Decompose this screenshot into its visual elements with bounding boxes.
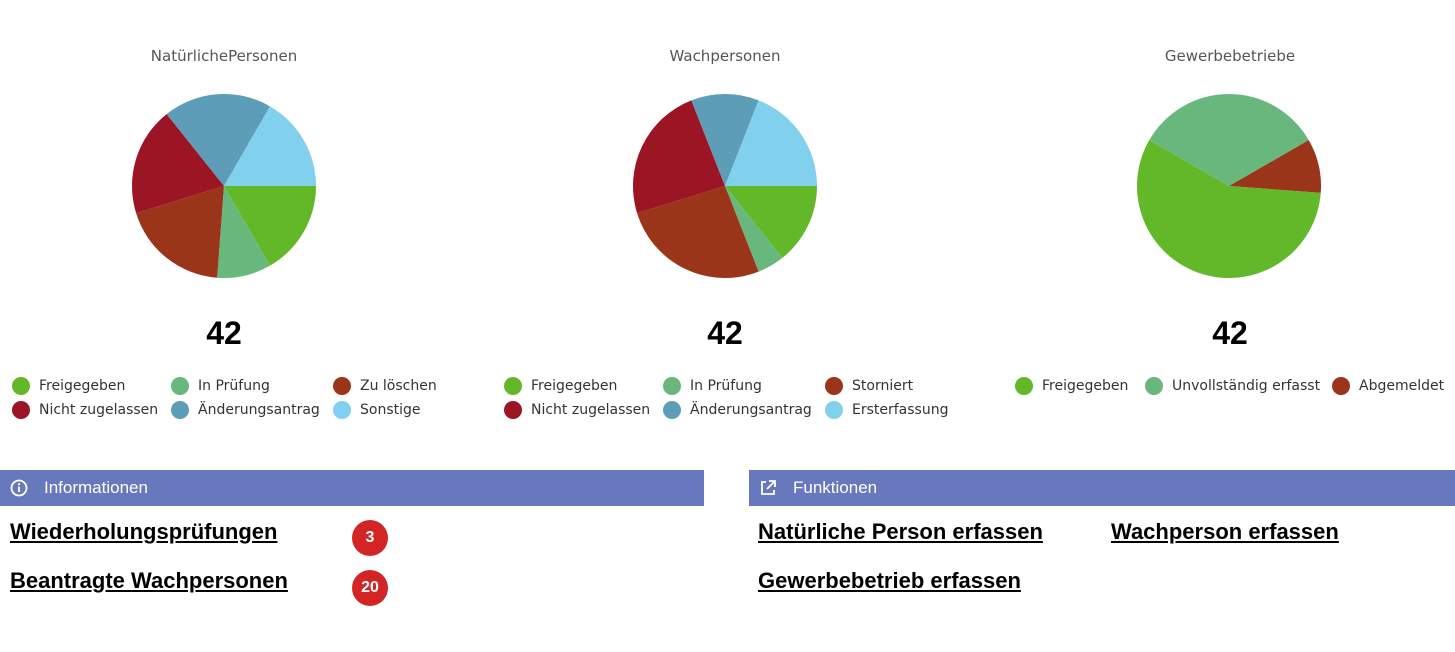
legend-item-abgemeldet[interactable]: Abgemeldet [1332, 375, 1444, 397]
legend-label: Zu löschen [360, 378, 437, 394]
pie-chart [1137, 93, 1321, 279]
link-gewerbebetrieb-erfassen[interactable]: Gewerbebetrieb erfassen [758, 568, 1021, 593]
pie-chart [633, 93, 817, 279]
pie-slice-freigegeben[interactable] [725, 186, 817, 258]
external-link-icon [759, 479, 777, 497]
info-panel-title: Informationen [44, 478, 148, 497]
chart-title: Wachpersonen [669, 47, 781, 65]
legend-label: Änderungsantrag [690, 402, 812, 418]
chart-wachpersonen: Wachpersonen 42 Freigegeben In Prüfung Sto… [500, 0, 980, 440]
legend-item-unvollstaendig-erfasst[interactable]: Unvollständig erfasst [1145, 375, 1320, 397]
legend-label: Freigegeben [1042, 378, 1129, 394]
link-beantragte-wachpersonen[interactable]: Beantragte Wachpersonen [10, 568, 288, 593]
legend-swatch [333, 377, 351, 395]
legend-label: Nicht zugelassen [531, 402, 651, 418]
pie-slice-freigegeben[interactable] [224, 186, 316, 266]
info-icon [10, 479, 28, 497]
chart-total: 42 [206, 315, 242, 351]
legend-label: Unvollständig erfasst [1172, 378, 1321, 394]
link-wachperson-erfassen[interactable]: Wachperson erfassen [1111, 519, 1339, 544]
pie-slice-ersterfassung[interactable] [725, 100, 817, 186]
legend-swatch [333, 401, 351, 419]
pie-slice-unvollstaendig-erfasst[interactable] [1149, 93, 1309, 186]
legend-label: In Prüfung [198, 378, 270, 394]
pie-slice-abgemeldet[interactable] [1229, 140, 1321, 193]
legend-swatch [663, 377, 681, 395]
pie-slice-aenderungsantrag[interactable] [691, 93, 759, 186]
legend-label: Freigegeben [39, 378, 126, 394]
legend-swatch [825, 401, 843, 419]
legend-label: Ersterfassung [852, 402, 949, 418]
legend-item-storniert[interactable]: Storniert [825, 375, 913, 397]
functions-panel-title: Funktionen [793, 478, 878, 497]
chart-gewerbebetriebe: Gewerbebetriebe 42 Freigegeben Unvollstän… [990, 0, 1455, 440]
legend-label: Storniert [852, 378, 914, 394]
legend-swatch [504, 401, 522, 419]
legend-swatch [1332, 377, 1350, 395]
count-badge: 20 [352, 570, 388, 606]
legend-item-freigegeben[interactable]: Freigegeben [1015, 375, 1128, 397]
pie-slice-in-pruefung[interactable] [217, 186, 270, 278]
legend-item-in-pruefung[interactable]: In Prüfung [171, 375, 270, 397]
pie-slice-aenderungsantrag[interactable] [166, 93, 270, 186]
legend-swatch [12, 401, 30, 419]
legend-item-freigegeben[interactable]: Freigegeben [12, 375, 125, 397]
pie-slice-nicht-zugelassen[interactable] [633, 100, 725, 214]
legend-label: Abgemeldet [1359, 378, 1445, 394]
legend-label: In Prüfung [690, 378, 762, 394]
legend-item-ersterfassung[interactable]: Ersterfassung [825, 399, 948, 421]
legend-swatch [12, 377, 30, 395]
legend-label: Nicht zugelassen [39, 402, 159, 418]
chart-title: NatürlichePersonen [150, 47, 298, 65]
legend-item-nicht-zugelassen[interactable]: Nicht zugelassen [12, 399, 158, 421]
legend-swatch [504, 377, 522, 395]
pie-slice-zu-loeschen[interactable] [136, 186, 224, 278]
legend-label: Änderungsantrag [198, 402, 320, 418]
legend-item-in-pruefung[interactable]: In Prüfung [663, 375, 762, 397]
legend-swatch [1015, 377, 1033, 395]
legend-item-aenderungsantrag[interactable]: Änderungsantrag [663, 399, 812, 421]
legend-swatch [171, 377, 189, 395]
pie-slice-nicht-zugelassen[interactable] [132, 114, 224, 214]
legend-item-nicht-zugelassen[interactable]: Nicht zugelassen [504, 399, 650, 421]
pie-slice-sonstige[interactable] [224, 106, 316, 186]
legend-swatch [1145, 377, 1163, 395]
info-panel-header: Informationen [0, 470, 704, 506]
pie-slice-in-pruefung[interactable] [725, 186, 783, 272]
link-natuerliche-person-erfassen[interactable]: Natürliche Person erfassen [758, 519, 1043, 544]
chart-total: 42 [707, 315, 743, 351]
legend-swatch [663, 401, 681, 419]
functions-panel-header: Funktionen [749, 470, 1455, 506]
pie-slice-storniert[interactable] [637, 186, 759, 279]
chart-title: Gewerbebetriebe [1164, 47, 1296, 65]
count-badge: 3 [352, 520, 388, 556]
legend-item-zu-loeschen[interactable]: Zu löschen [333, 375, 437, 397]
legend-swatch [825, 377, 843, 395]
chart-natuerliche-personen: NatürlichePersonen 42 Freigegeben In Prüf… [0, 0, 480, 440]
legend-item-sonstige[interactable]: Sonstige [333, 399, 421, 421]
legend-item-freigegeben[interactable]: Freigegeben [504, 375, 617, 397]
legend-item-aenderungsantrag[interactable]: Änderungsantrag [171, 399, 320, 421]
link-wiederholungspruefungen[interactable]: Wiederholungsprüfungen [10, 519, 278, 544]
legend-label: Sonstige [360, 402, 421, 418]
chart-total: 42 [1212, 315, 1248, 351]
pie-chart [132, 93, 316, 278]
pie-slice-freigegeben[interactable] [1137, 140, 1321, 279]
legend-swatch [171, 401, 189, 419]
legend-label: Freigegeben [531, 378, 618, 394]
